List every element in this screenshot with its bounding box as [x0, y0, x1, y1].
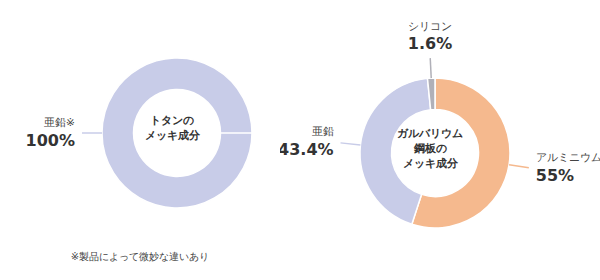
- html-text:ガルバリウム: ガルバリウム: [397, 126, 463, 140]
- svg-text:55%: 55%: [536, 166, 574, 185]
- svg-text:シリコン: シリコン: [408, 20, 452, 33]
- html-text:メッキ成分: メッキ成分: [402, 156, 458, 170]
- html-text:トタンの: トタンの: [150, 114, 194, 127]
- svg-text:1.6%: 1.6%: [408, 34, 452, 53]
- html-text:メッキ成分: メッキ成分: [144, 129, 200, 142]
- svg-text:亜鉛: 亜鉛: [312, 125, 334, 138]
- svg-text:アルミニウム: アルミニウム: [536, 151, 592, 164]
- svg-text:亜鉛※: 亜鉛※: [44, 116, 75, 129]
- svg-text:43.4%: 43.4%: [280, 140, 334, 159]
- html-text:※製品によって微妙な違いあり: ※製品によって微妙な違いあり: [70, 251, 210, 262]
- html-text:鋼板の: 鋼板の: [413, 141, 447, 155]
- svg-text:100%: 100%: [26, 131, 75, 150]
